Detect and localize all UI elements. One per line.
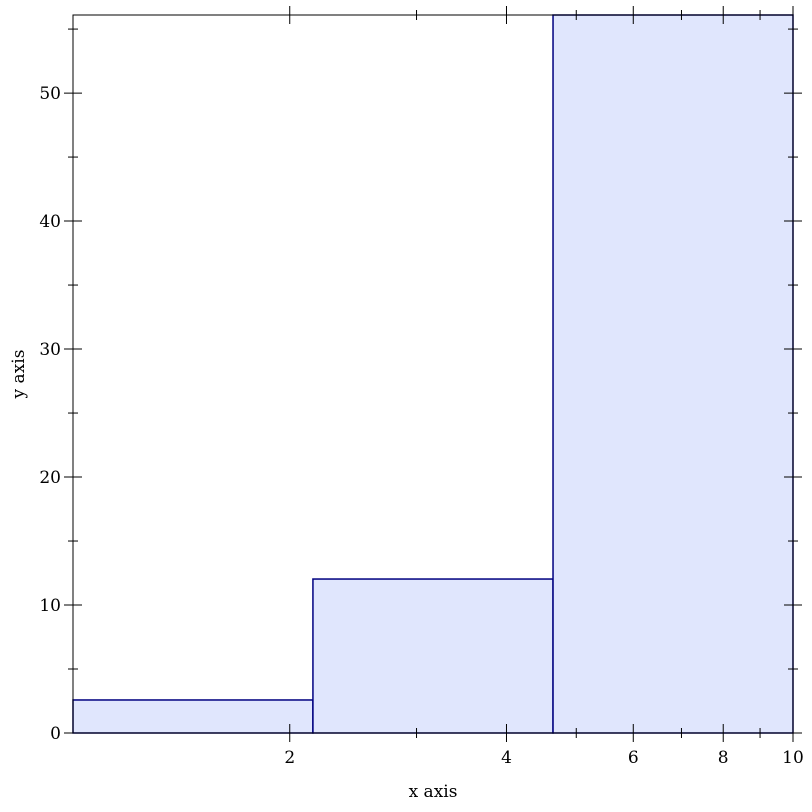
x-tick-label: 8 xyxy=(718,748,729,768)
bar-0 xyxy=(72,699,314,734)
bar-2 xyxy=(552,14,794,734)
y-tick-label: 0 xyxy=(50,724,61,744)
bar-1 xyxy=(312,578,554,734)
y-axis-label: y axis xyxy=(9,350,29,400)
x-tick-label: 10 xyxy=(782,748,804,768)
y-tick-label: 40 xyxy=(39,212,61,232)
x-tick-label: 4 xyxy=(501,748,512,768)
y-tick-label: 10 xyxy=(39,596,61,616)
x-tick-label: 6 xyxy=(628,748,639,768)
y-tick-label: 50 xyxy=(39,84,61,104)
plot-frame xyxy=(72,14,794,734)
x-tick-label: 2 xyxy=(284,748,295,768)
x-axis-label: x axis xyxy=(409,782,458,802)
bars xyxy=(72,14,794,734)
ticks: 2 4 6 8 10 0 10 20 30 40 50 xyxy=(39,6,804,768)
y-tick-label: 30 xyxy=(39,340,61,360)
y-tick-label: 20 xyxy=(39,468,61,488)
